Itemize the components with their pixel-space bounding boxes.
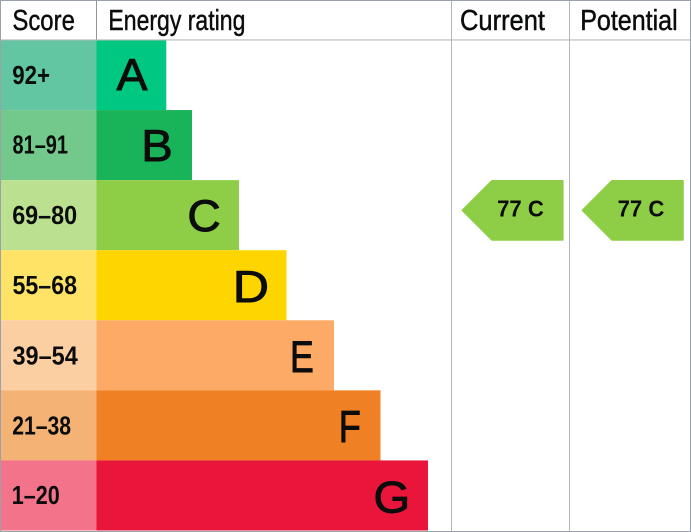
svg-text:Score: Score — [12, 5, 75, 37]
svg-text:77 C: 77 C — [497, 196, 544, 222]
svg-text:77 C: 77 C — [618, 196, 665, 222]
svg-text:B: B — [141, 122, 173, 171]
svg-text:A: A — [117, 51, 148, 100]
svg-text:E: E — [290, 333, 314, 382]
svg-text:Current: Current — [460, 5, 545, 37]
svg-text:69–80: 69–80 — [12, 200, 77, 230]
svg-text:D: D — [233, 263, 269, 312]
svg-text:39–54: 39–54 — [13, 340, 79, 370]
svg-text:1–20: 1–20 — [12, 480, 60, 510]
svg-text:G: G — [374, 474, 411, 523]
svg-text:F: F — [339, 403, 361, 452]
svg-text:81–91: 81–91 — [13, 129, 69, 159]
svg-text:C: C — [187, 192, 220, 241]
svg-text:Energy rating: Energy rating — [108, 5, 245, 37]
svg-text:92+: 92+ — [12, 60, 50, 90]
svg-text:55–68: 55–68 — [13, 270, 78, 300]
svg-text:21–38: 21–38 — [12, 410, 71, 440]
svg-text:Potential: Potential — [580, 5, 678, 37]
